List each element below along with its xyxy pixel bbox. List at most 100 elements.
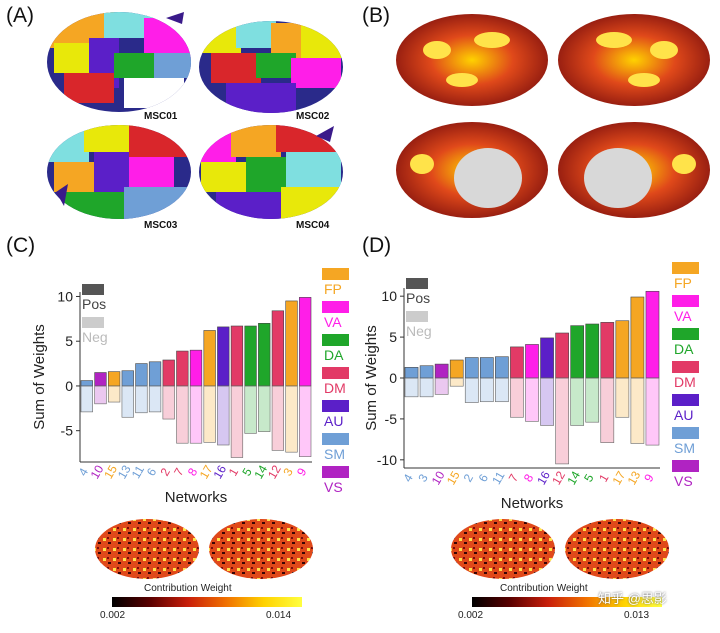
bar-pos-13 xyxy=(121,370,134,387)
legend-neg-swatch xyxy=(82,317,104,328)
bar-pos-16 xyxy=(217,326,230,387)
y-tick-label: 5 xyxy=(389,329,397,345)
bar-neg-10 xyxy=(94,385,107,405)
legend-pos-swatch xyxy=(82,284,104,295)
y-tick-label: 10 xyxy=(381,288,397,304)
colorbar-d xyxy=(472,597,662,607)
x-tick-label: 17 xyxy=(197,462,216,481)
bar-neg-9 xyxy=(645,377,660,446)
bar-pos-4 xyxy=(80,380,93,387)
bar-pos-14 xyxy=(258,323,271,387)
x-tick-label: 16 xyxy=(534,468,553,487)
bar-pos-10 xyxy=(434,363,449,379)
y-tick-label: -5 xyxy=(385,411,398,427)
bar-pos-12 xyxy=(271,310,285,387)
bar-pos-14 xyxy=(570,325,585,379)
x-tick-label: 14 xyxy=(251,462,270,481)
bar-pos-8 xyxy=(189,349,203,387)
x-tick-label: 2 xyxy=(461,471,477,484)
bar-pos-6 xyxy=(148,361,162,387)
heatmap-brain-lateral-right xyxy=(558,14,710,106)
x-tick-label: 14 xyxy=(564,468,583,487)
y-tick-label: 0 xyxy=(389,370,397,386)
bar-neg-14 xyxy=(570,377,585,426)
legend-label-au: AU xyxy=(674,407,694,423)
bar-neg-13 xyxy=(121,385,134,418)
legend-label-au: AU xyxy=(324,413,344,429)
bar-neg-2 xyxy=(162,385,175,420)
contribution-brain-d-left xyxy=(451,519,555,579)
contribution-brain-c-left xyxy=(95,519,199,579)
x-tick-label: 9 xyxy=(641,471,657,484)
panel-label-d: (D) xyxy=(362,234,392,257)
bar-pos-11 xyxy=(495,356,509,379)
bar-neg-5 xyxy=(585,377,600,423)
parcellation-brain-msc01 xyxy=(47,12,191,112)
legend-pos-swatch xyxy=(406,278,428,289)
legend-swatch-da xyxy=(672,328,699,340)
bar-pos-16 xyxy=(540,337,554,379)
x-tick-label: 12 xyxy=(265,462,284,481)
bar-neg-7 xyxy=(176,385,189,444)
bar-neg-2 xyxy=(464,377,479,403)
bar-pos-2 xyxy=(464,357,479,379)
legend-label-da: DA xyxy=(674,341,694,357)
bar-pos-9 xyxy=(645,290,660,379)
bar-pos-5 xyxy=(244,325,257,387)
legend-label-va: VA xyxy=(324,314,342,330)
legend-neg-label: Neg xyxy=(406,323,432,339)
y-tick-label: -5 xyxy=(61,423,74,439)
heatmap-brain-medial-right xyxy=(558,122,710,218)
colorbar-c xyxy=(112,597,302,607)
legend-label-da: DA xyxy=(324,347,344,363)
subject-label-msc02: MSC02 xyxy=(296,111,330,122)
bar-neg-13 xyxy=(630,377,645,444)
subject-label-msc03: MSC03 xyxy=(144,220,178,231)
x-tick-label: 4 xyxy=(400,471,416,484)
legend-swatch-da xyxy=(322,334,349,346)
subject-label-msc04: MSC04 xyxy=(296,220,330,231)
x-tick-label: 13 xyxy=(625,468,644,487)
x-tick-label: 10 xyxy=(429,468,448,487)
legend-label-fp: FP xyxy=(674,275,692,291)
legend-swatch-va xyxy=(672,295,699,307)
colorbar-max-d: 0.013 xyxy=(624,610,650,621)
legend-label-va: VA xyxy=(674,308,692,324)
x-tick-label: 15 xyxy=(444,468,463,487)
bar-pos-6 xyxy=(479,357,494,379)
colorbar-min-d: 0.002 xyxy=(458,610,484,621)
bar-pos-5 xyxy=(585,323,600,379)
y-tick-label: 5 xyxy=(65,333,73,349)
x-tick-label: 15 xyxy=(101,462,120,481)
bar-pos-7 xyxy=(510,346,524,379)
parcellation-brain-msc04 xyxy=(199,125,343,219)
colorbar-title-c: Contribution Weight xyxy=(144,583,232,594)
x-axis-title: Networks xyxy=(501,495,564,512)
bar-neg-5 xyxy=(244,385,257,434)
colorbar-min-c: 0.002 xyxy=(100,610,126,621)
y-axis-title: Sum of Weights xyxy=(31,324,48,430)
bar-neg-17 xyxy=(203,385,216,443)
colorbar-max-c: 0.014 xyxy=(266,610,292,621)
x-tick-label: 16 xyxy=(210,462,229,481)
x-axis-title: Networks xyxy=(165,489,228,506)
bar-neg-7 xyxy=(510,377,524,418)
bar-pos-17 xyxy=(203,330,216,387)
panel-label-a: (A) xyxy=(6,4,34,27)
bar-pos-17 xyxy=(615,320,630,379)
bar-neg-6 xyxy=(479,377,494,403)
panel-label-c: (C) xyxy=(6,234,36,257)
bar-pos-13 xyxy=(630,296,645,379)
bar-neg-3 xyxy=(285,385,298,453)
legend-swatch-dm xyxy=(322,367,349,379)
x-tick-label: 9 xyxy=(294,465,310,478)
bar-pos-15 xyxy=(107,371,121,387)
x-tick-label: 13 xyxy=(115,462,134,481)
watermark: 知乎 @思影 xyxy=(598,591,667,606)
bar-neg-15 xyxy=(107,385,121,403)
bar-neg-10 xyxy=(434,377,449,395)
bar-pos-4 xyxy=(404,367,419,379)
x-tick-label: 10 xyxy=(88,462,107,481)
